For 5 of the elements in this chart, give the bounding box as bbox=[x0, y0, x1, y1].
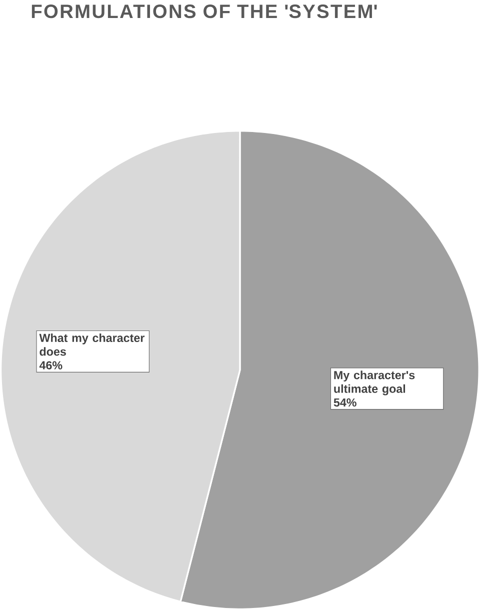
slice-label: What my character does bbox=[39, 333, 145, 356]
slice-label: My character's ultimate goal bbox=[334, 370, 415, 396]
data-label: 46% bbox=[39, 361, 62, 370]
data-label: 54% bbox=[334, 398, 356, 407]
chart-title: FORMULATIONS OF THE 'SYSTEM' bbox=[32, 4, 377, 18]
